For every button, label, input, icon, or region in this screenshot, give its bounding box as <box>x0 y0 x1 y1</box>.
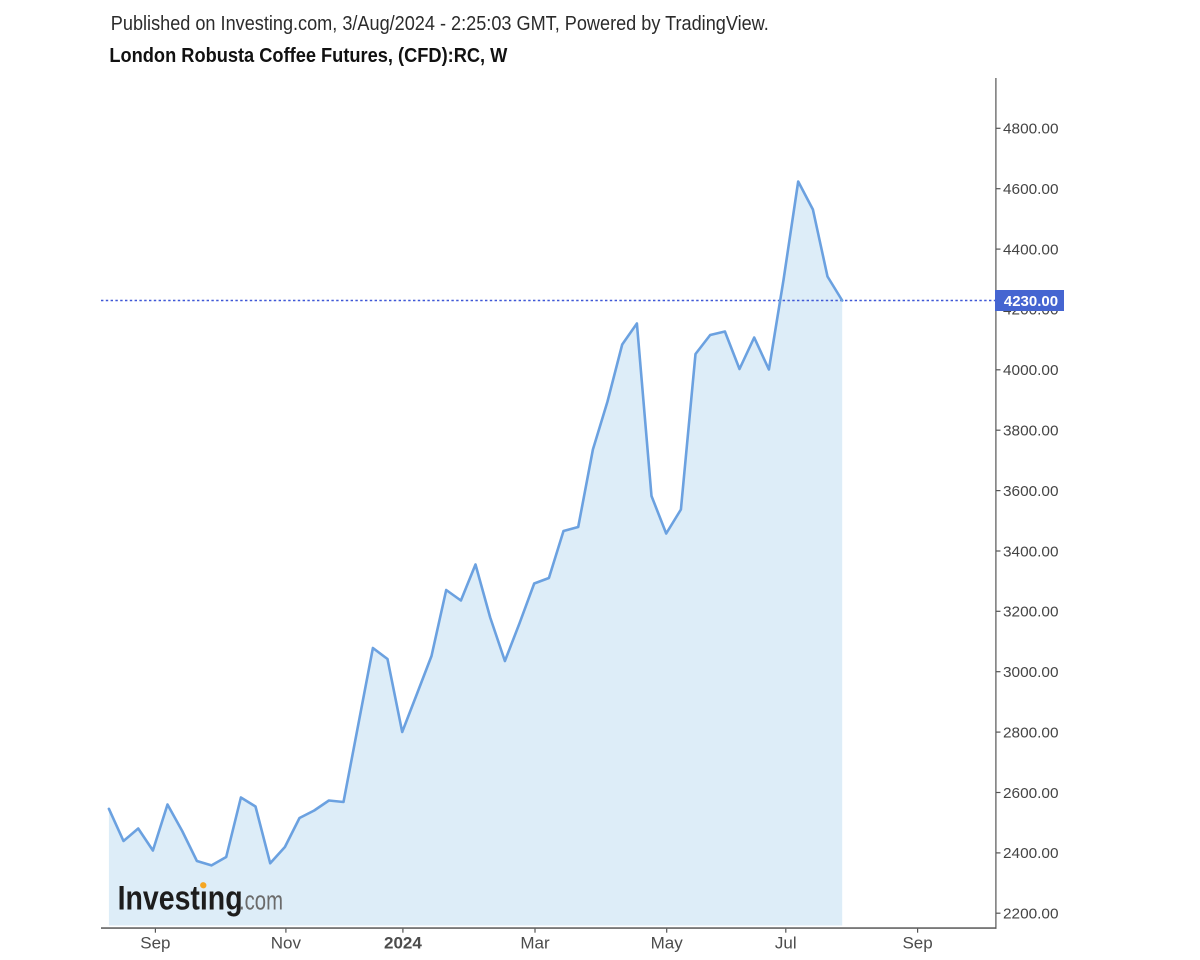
svg-text:3600.00: 3600.00 <box>1003 483 1059 500</box>
svg-text:Nov: Nov <box>271 933 302 952</box>
svg-text:2400.00: 2400.00 <box>1003 845 1059 862</box>
svg-text:2200.00: 2200.00 <box>1003 906 1059 923</box>
svg-text:Investıng: Investıng <box>118 879 243 917</box>
svg-text:3200.00: 3200.00 <box>1003 604 1059 621</box>
svg-text:Published on Investing.com, 3/: Published on Investing.com, 3/Aug/2024 -… <box>111 13 769 35</box>
svg-text:May: May <box>651 933 684 952</box>
svg-text:.com: .com <box>239 886 283 916</box>
svg-text:Sep: Sep <box>902 933 932 952</box>
svg-text:Mar: Mar <box>520 933 550 952</box>
svg-text:4800.00: 4800.00 <box>1003 121 1059 138</box>
svg-text:London Robusta Coffee Futures,: London Robusta Coffee Futures, (CFD):RC,… <box>109 45 507 67</box>
svg-text:3400.00: 3400.00 <box>1003 543 1059 560</box>
svg-text:2600.00: 2600.00 <box>1003 785 1059 802</box>
svg-text:3000.00: 3000.00 <box>1003 664 1059 681</box>
svg-text:2800.00: 2800.00 <box>1003 724 1059 741</box>
svg-text:Sep: Sep <box>140 933 170 952</box>
svg-text:4000.00: 4000.00 <box>1003 362 1059 379</box>
svg-text:3800.00: 3800.00 <box>1003 423 1059 440</box>
svg-text:Jul: Jul <box>775 933 797 952</box>
svg-text:2024: 2024 <box>384 933 422 952</box>
svg-text:4600.00: 4600.00 <box>1003 181 1059 198</box>
svg-text:4400.00: 4400.00 <box>1003 241 1059 258</box>
svg-text:4230.00: 4230.00 <box>1004 293 1058 310</box>
